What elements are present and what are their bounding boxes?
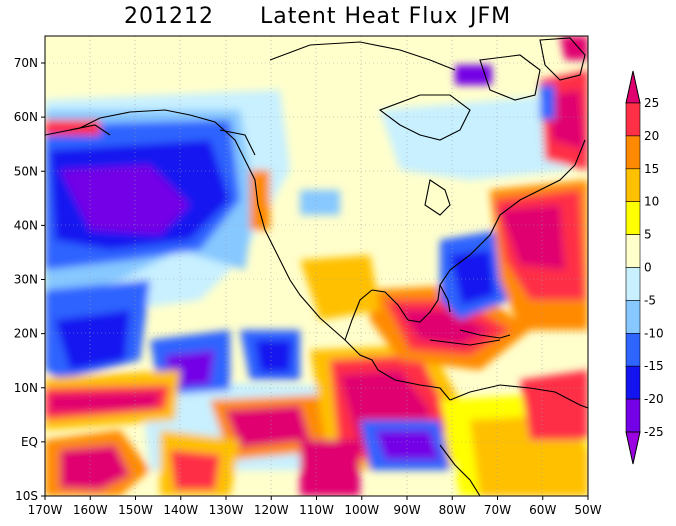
colorbar-label: 10 <box>644 195 659 209</box>
colorbar-label: -5 <box>644 293 656 307</box>
x-axis: 170W 160W 150W 140W 130W 120W 110W 100W 90W 80W 70… <box>28 496 602 517</box>
colorbar-swatch <box>625 267 641 301</box>
y-tick-label: 30N <box>14 273 38 287</box>
x-tick-label: 170W <box>28 503 63 517</box>
x-tick-label: 130W <box>209 503 244 517</box>
y-tick-label: 60N <box>14 110 38 124</box>
title-season: JFM <box>470 4 512 29</box>
y-tick-label: 70N <box>14 56 38 70</box>
colorbar-label: 20 <box>644 129 659 143</box>
y-tick-label: 40N <box>14 218 38 232</box>
flux-field <box>45 36 588 496</box>
y-tick-label: EQ <box>21 435 38 449</box>
x-tick-label: 70W <box>484 503 511 517</box>
colorbar-label: -10 <box>644 326 664 340</box>
colorbar-swatch <box>625 234 641 268</box>
colorbar-swatch <box>625 201 641 235</box>
x-tick-label: 110W <box>299 503 334 517</box>
x-tick-label: 50W <box>574 503 601 517</box>
coastlines <box>45 37 588 496</box>
colorbar-swatch <box>625 102 641 137</box>
x-tick-label: 60W <box>529 503 556 517</box>
y-tick-label: 50N <box>14 164 38 178</box>
colorbar-swatch <box>625 398 641 433</box>
colorbar-label: -20 <box>644 392 664 406</box>
y-axis: 10S EQ 10N 20N 30N 40N 50N 60N 70N <box>14 56 45 503</box>
colorbar-swatch <box>625 135 641 170</box>
y-tick-label: 10S <box>15 489 38 503</box>
title-period: 201212 <box>124 4 214 29</box>
colorbar-swatch <box>625 168 641 203</box>
x-tick-label: 100W <box>344 503 379 517</box>
colorbar-label: 25 <box>644 96 659 110</box>
colorbar-label: -15 <box>644 359 664 373</box>
colorbar-label: 5 <box>644 228 652 242</box>
colorbar-top-arrow <box>625 70 641 104</box>
x-tick-label: 80W <box>439 503 466 517</box>
colorbar-bottom-arrow <box>625 431 641 465</box>
title-variable: Latent Heat Flux <box>260 4 459 29</box>
colorbar-swatch <box>625 300 641 334</box>
x-tick-label: 120W <box>254 503 289 517</box>
colorbar-label: 0 <box>644 261 652 275</box>
colorbar: 25 20 15 10 5 0 -5 -10 -15 -20 -25 <box>625 70 664 465</box>
x-tick-label: 150W <box>118 503 153 517</box>
x-tick-label: 90W <box>393 503 420 517</box>
x-tick-label: 160W <box>73 503 108 517</box>
colorbar-label: 15 <box>644 162 659 176</box>
colorbar-swatch <box>625 365 641 400</box>
x-tick-label: 140W <box>163 503 198 517</box>
colorbar-swatch <box>625 332 641 367</box>
y-tick-label: 10N <box>14 381 38 395</box>
y-tick-label: 20N <box>14 327 38 341</box>
colorbar-label: -25 <box>644 425 664 439</box>
